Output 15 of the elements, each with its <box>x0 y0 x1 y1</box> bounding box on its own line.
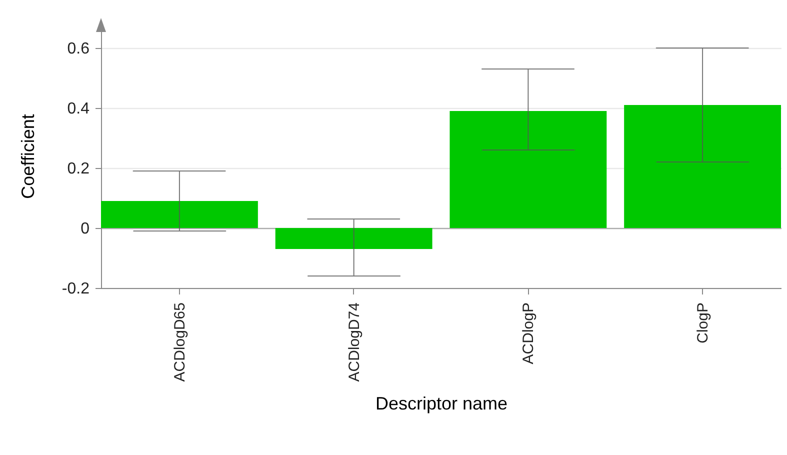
x-tick-label: ACDlogD65 <box>171 302 188 382</box>
y-tick-label: 0.4 <box>67 100 90 118</box>
x-tick-label: ACDlogD74 <box>346 302 363 382</box>
x-tick-label: ACDlogP <box>520 302 538 364</box>
y-axis-title: Coefficient <box>18 114 38 199</box>
y-tick-label: 0.2 <box>67 160 90 178</box>
bar <box>624 105 781 228</box>
y-tick-label: 0 <box>80 220 90 238</box>
x-tick-label: ClogP <box>694 302 712 344</box>
bar <box>101 201 258 228</box>
bar <box>275 228 432 249</box>
y-tick-label: 0.6 <box>67 40 90 58</box>
y-tick-label: -0.2 <box>62 280 90 298</box>
bar <box>450 111 607 228</box>
x-axis-title: Descriptor name <box>375 394 508 414</box>
